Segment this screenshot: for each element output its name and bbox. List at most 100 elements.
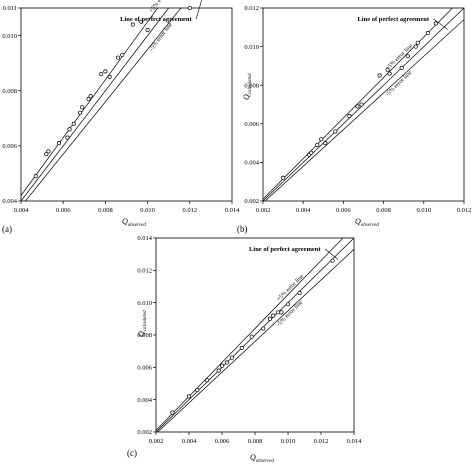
data-point <box>80 105 85 110</box>
annotation-arrow <box>433 18 449 30</box>
perfect-agreement-annotation: Line of perfect agreement <box>120 16 192 23</box>
data-point <box>229 355 234 360</box>
plus5-error-line <box>263 8 454 200</box>
data-point <box>139 19 144 24</box>
data-point <box>355 104 360 109</box>
perfect-agreement-line <box>156 238 354 432</box>
data-point <box>249 334 254 339</box>
x-tick-label: 0.010 <box>281 438 296 445</box>
data-point <box>103 69 108 74</box>
y-tick-label: 0.014 <box>137 235 152 242</box>
perfect-agreement-annotation: Line of perfect agreement <box>249 246 321 253</box>
data-point <box>309 150 314 155</box>
data-point <box>261 326 266 331</box>
data-point <box>195 387 200 393</box>
x-tick-label: 0.012 <box>457 207 472 214</box>
plus5-error-label: +5% error line <box>276 273 305 302</box>
x-tick-label: 0.014 <box>347 438 362 445</box>
x-tick-label: 0.002 <box>149 438 164 445</box>
data-point <box>271 313 276 318</box>
data-point <box>130 22 135 27</box>
data-point <box>67 127 72 132</box>
x-tick-label: 0.006 <box>56 207 71 214</box>
x-tick-label: 0.008 <box>98 207 113 214</box>
x-tick-label: 0.006 <box>215 438 230 445</box>
panel-label: (a) <box>2 224 12 234</box>
y-tick-label: 0.004 <box>244 160 259 167</box>
data-point <box>276 310 281 315</box>
data-point <box>319 137 324 142</box>
y-tick-label: 0.002 <box>137 429 152 436</box>
x-tick-label: 0.010 <box>416 207 431 214</box>
data-point <box>387 71 392 76</box>
data-point <box>44 152 49 157</box>
data-point <box>219 363 225 368</box>
y-tick-label: 0.011 <box>3 5 17 12</box>
minus5-error-line <box>24 8 182 201</box>
chart-panel-2: 0.002 0.004 0.006 0.008 0.010 0.012 0.002 0.004… <box>237 5 472 234</box>
data-point <box>107 74 112 79</box>
data-point <box>297 290 302 296</box>
data-point <box>186 394 192 399</box>
panel-label: (b) <box>237 224 248 234</box>
data-point <box>224 360 230 365</box>
data-point <box>86 96 91 102</box>
chart-panel-3: 0.002 0.004 0.006 0.008 0.010 0.012 0.014 0.002… <box>127 235 362 464</box>
data-point <box>377 73 382 78</box>
annotation-arrow <box>324 248 339 260</box>
data-point <box>279 310 284 315</box>
x-tick-label: 0.012 <box>182 207 197 214</box>
data-point <box>120 52 125 57</box>
x-tick-label: 0.004 <box>14 207 29 214</box>
x-tick-label: 0.008 <box>376 207 391 214</box>
y-tick-label: 0.012 <box>137 268 152 275</box>
perfect-agreement-line <box>21 8 170 201</box>
y-tick-label: 0.006 <box>244 121 259 128</box>
data-point <box>239 345 244 350</box>
y-tick-label: 0.008 <box>2 88 17 95</box>
data-point <box>88 94 93 99</box>
data-point <box>323 141 328 146</box>
data-point <box>399 65 404 70</box>
data-point <box>99 72 104 77</box>
data-point <box>285 302 291 307</box>
y-tick-label: 0.008 <box>244 82 259 89</box>
minus5-error-line <box>264 19 464 201</box>
data-point <box>413 44 418 49</box>
panel-label: (c) <box>127 448 137 458</box>
data-point <box>330 258 335 263</box>
y-tick-label: 0.008 <box>137 332 152 339</box>
plot-frame <box>20 7 233 202</box>
y-tick-label: 0.004 <box>137 397 152 404</box>
annotation-arrow <box>195 0 202 20</box>
data-point <box>78 110 83 115</box>
x-axis-label: Qobserved <box>122 217 146 228</box>
chart-panel-1: 0.004 0.006 0.008 0.010 0.012 0.014 0.004 0.006… <box>2 0 240 234</box>
data-point <box>46 149 51 154</box>
data-point <box>65 135 70 140</box>
y-tick-label: 0.012 <box>244 5 259 12</box>
minus5-error-line <box>157 249 354 432</box>
plot-frame <box>262 7 465 202</box>
x-tick-label: 0.014 <box>225 207 240 214</box>
y-tick-label: 0.006 <box>137 365 152 372</box>
x-tick-label: 0.002 <box>256 207 271 214</box>
y-tick-label: 0.010 <box>2 33 17 40</box>
x-tick-label: 0.010 <box>140 207 155 214</box>
y-tick-label: 0.002 <box>244 198 259 205</box>
data-point <box>216 368 221 373</box>
x-tick-label: 0.008 <box>248 438 263 445</box>
data-point <box>56 141 62 146</box>
minus5-error-label: -5% error line <box>149 22 174 53</box>
data-point <box>347 114 352 119</box>
x-tick-label: 0.006 <box>336 207 351 214</box>
data-point <box>205 378 210 383</box>
x-tick-label: 0.004 <box>182 438 197 445</box>
data-point <box>333 129 338 134</box>
y-axis-label: Qcalculated <box>242 73 253 100</box>
data-point <box>415 40 420 45</box>
y-tick-label: 0.010 <box>244 44 259 51</box>
x-axis-label: Qobserved <box>355 217 379 228</box>
x-tick-label: 0.004 <box>296 207 311 214</box>
data-point <box>385 67 390 72</box>
